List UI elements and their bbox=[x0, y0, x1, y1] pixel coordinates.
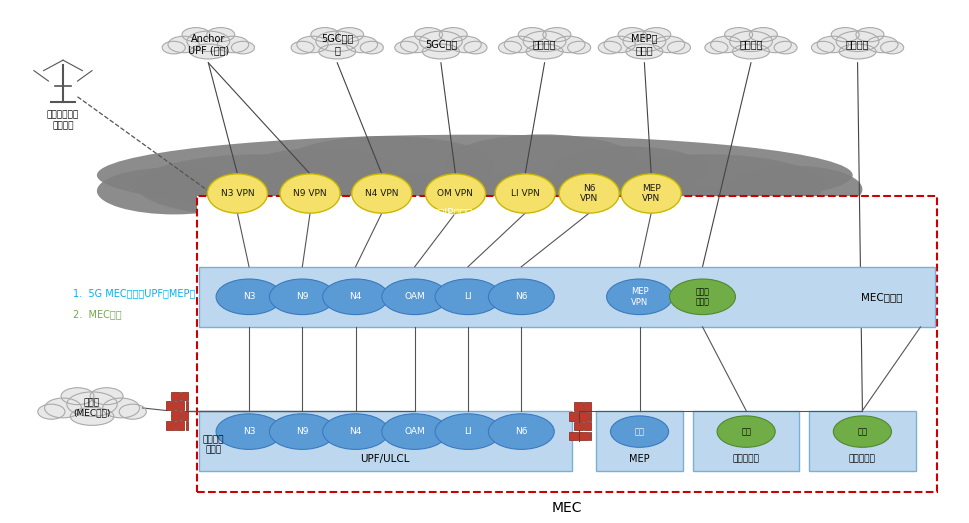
Ellipse shape bbox=[725, 28, 753, 42]
Ellipse shape bbox=[446, 134, 640, 192]
Ellipse shape bbox=[97, 167, 252, 214]
Ellipse shape bbox=[710, 36, 742, 53]
Ellipse shape bbox=[425, 174, 485, 213]
Ellipse shape bbox=[730, 31, 772, 52]
FancyBboxPatch shape bbox=[574, 402, 582, 411]
Circle shape bbox=[607, 279, 672, 315]
Text: N6: N6 bbox=[516, 292, 527, 301]
Ellipse shape bbox=[187, 31, 230, 52]
Text: N9: N9 bbox=[297, 427, 308, 436]
FancyBboxPatch shape bbox=[199, 411, 572, 471]
Ellipse shape bbox=[208, 174, 741, 226]
Ellipse shape bbox=[464, 41, 487, 54]
FancyBboxPatch shape bbox=[180, 411, 188, 420]
Ellipse shape bbox=[346, 36, 378, 53]
Ellipse shape bbox=[61, 388, 94, 405]
Text: 运营商云: 运营商云 bbox=[739, 39, 763, 50]
FancyBboxPatch shape bbox=[570, 412, 578, 420]
Ellipse shape bbox=[495, 174, 555, 213]
Ellipse shape bbox=[335, 28, 363, 42]
FancyBboxPatch shape bbox=[176, 421, 184, 430]
Circle shape bbox=[670, 279, 735, 315]
Ellipse shape bbox=[626, 44, 663, 59]
Ellipse shape bbox=[749, 28, 777, 42]
FancyBboxPatch shape bbox=[166, 402, 174, 410]
Text: MEP: MEP bbox=[629, 454, 650, 464]
Ellipse shape bbox=[568, 41, 591, 54]
Text: N6: N6 bbox=[516, 427, 527, 436]
Ellipse shape bbox=[623, 31, 666, 52]
Ellipse shape bbox=[704, 41, 728, 54]
Ellipse shape bbox=[774, 41, 797, 54]
FancyBboxPatch shape bbox=[579, 412, 587, 420]
Text: N6
VPN: N6 VPN bbox=[580, 184, 598, 203]
Text: 业务: 业务 bbox=[741, 427, 751, 436]
Circle shape bbox=[323, 414, 389, 449]
FancyBboxPatch shape bbox=[583, 402, 591, 411]
Ellipse shape bbox=[543, 28, 571, 42]
Ellipse shape bbox=[642, 28, 671, 42]
Circle shape bbox=[323, 279, 389, 315]
Ellipse shape bbox=[866, 36, 898, 53]
FancyBboxPatch shape bbox=[199, 267, 935, 327]
Text: Anchor
UPF (省市): Anchor UPF (省市) bbox=[188, 33, 229, 55]
Ellipse shape bbox=[831, 28, 860, 42]
Ellipse shape bbox=[733, 44, 769, 59]
Text: 1.  5G MEC业务（UPF和MEP）: 1. 5G MEC业务（UPF和MEP） bbox=[73, 288, 195, 298]
Text: 企业无线终端
接入基站: 企业无线终端 接入基站 bbox=[47, 110, 79, 130]
Text: N9: N9 bbox=[297, 292, 308, 301]
Ellipse shape bbox=[559, 174, 619, 213]
Text: 业务: 业务 bbox=[858, 427, 867, 436]
Ellipse shape bbox=[415, 28, 443, 42]
Text: LI VPN: LI VPN bbox=[511, 189, 540, 198]
FancyBboxPatch shape bbox=[588, 431, 591, 440]
Text: LI: LI bbox=[464, 427, 472, 436]
Ellipse shape bbox=[526, 44, 563, 59]
FancyBboxPatch shape bbox=[171, 392, 179, 400]
Ellipse shape bbox=[504, 36, 536, 53]
Ellipse shape bbox=[498, 41, 521, 54]
Ellipse shape bbox=[70, 407, 114, 425]
FancyBboxPatch shape bbox=[570, 431, 578, 440]
Ellipse shape bbox=[839, 44, 876, 59]
Circle shape bbox=[269, 279, 335, 315]
Text: 运营商
云业务: 运营商 云业务 bbox=[696, 287, 709, 306]
Text: 管理: 管理 bbox=[635, 427, 644, 436]
Ellipse shape bbox=[232, 41, 255, 54]
Ellipse shape bbox=[162, 41, 185, 54]
Circle shape bbox=[435, 414, 501, 449]
Text: OAM: OAM bbox=[404, 292, 425, 301]
Text: N3 VPN: N3 VPN bbox=[221, 189, 254, 198]
Text: MEP
VPN: MEP VPN bbox=[641, 184, 661, 203]
FancyBboxPatch shape bbox=[171, 411, 179, 420]
Ellipse shape bbox=[450, 36, 482, 53]
Text: N4 VPN: N4 VPN bbox=[365, 189, 398, 198]
Ellipse shape bbox=[653, 36, 685, 53]
Ellipse shape bbox=[598, 41, 621, 54]
Ellipse shape bbox=[319, 44, 356, 59]
Ellipse shape bbox=[311, 28, 339, 42]
FancyBboxPatch shape bbox=[185, 402, 188, 410]
Text: 第三方业务: 第三方业务 bbox=[849, 454, 876, 464]
Ellipse shape bbox=[817, 36, 849, 53]
Ellipse shape bbox=[103, 398, 140, 418]
Circle shape bbox=[382, 414, 448, 449]
Ellipse shape bbox=[280, 174, 340, 213]
Ellipse shape bbox=[352, 174, 412, 213]
Ellipse shape bbox=[394, 41, 418, 54]
Text: MEP管
理中心: MEP管 理中心 bbox=[631, 33, 658, 55]
Ellipse shape bbox=[136, 154, 388, 217]
Circle shape bbox=[435, 279, 501, 315]
Ellipse shape bbox=[360, 41, 384, 54]
Ellipse shape bbox=[316, 31, 359, 52]
FancyBboxPatch shape bbox=[693, 411, 799, 471]
Ellipse shape bbox=[727, 166, 862, 213]
Ellipse shape bbox=[38, 404, 65, 419]
Circle shape bbox=[216, 414, 282, 449]
Ellipse shape bbox=[207, 174, 267, 213]
Ellipse shape bbox=[881, 41, 904, 54]
Ellipse shape bbox=[420, 31, 462, 52]
Circle shape bbox=[488, 414, 554, 449]
Ellipse shape bbox=[90, 388, 123, 405]
